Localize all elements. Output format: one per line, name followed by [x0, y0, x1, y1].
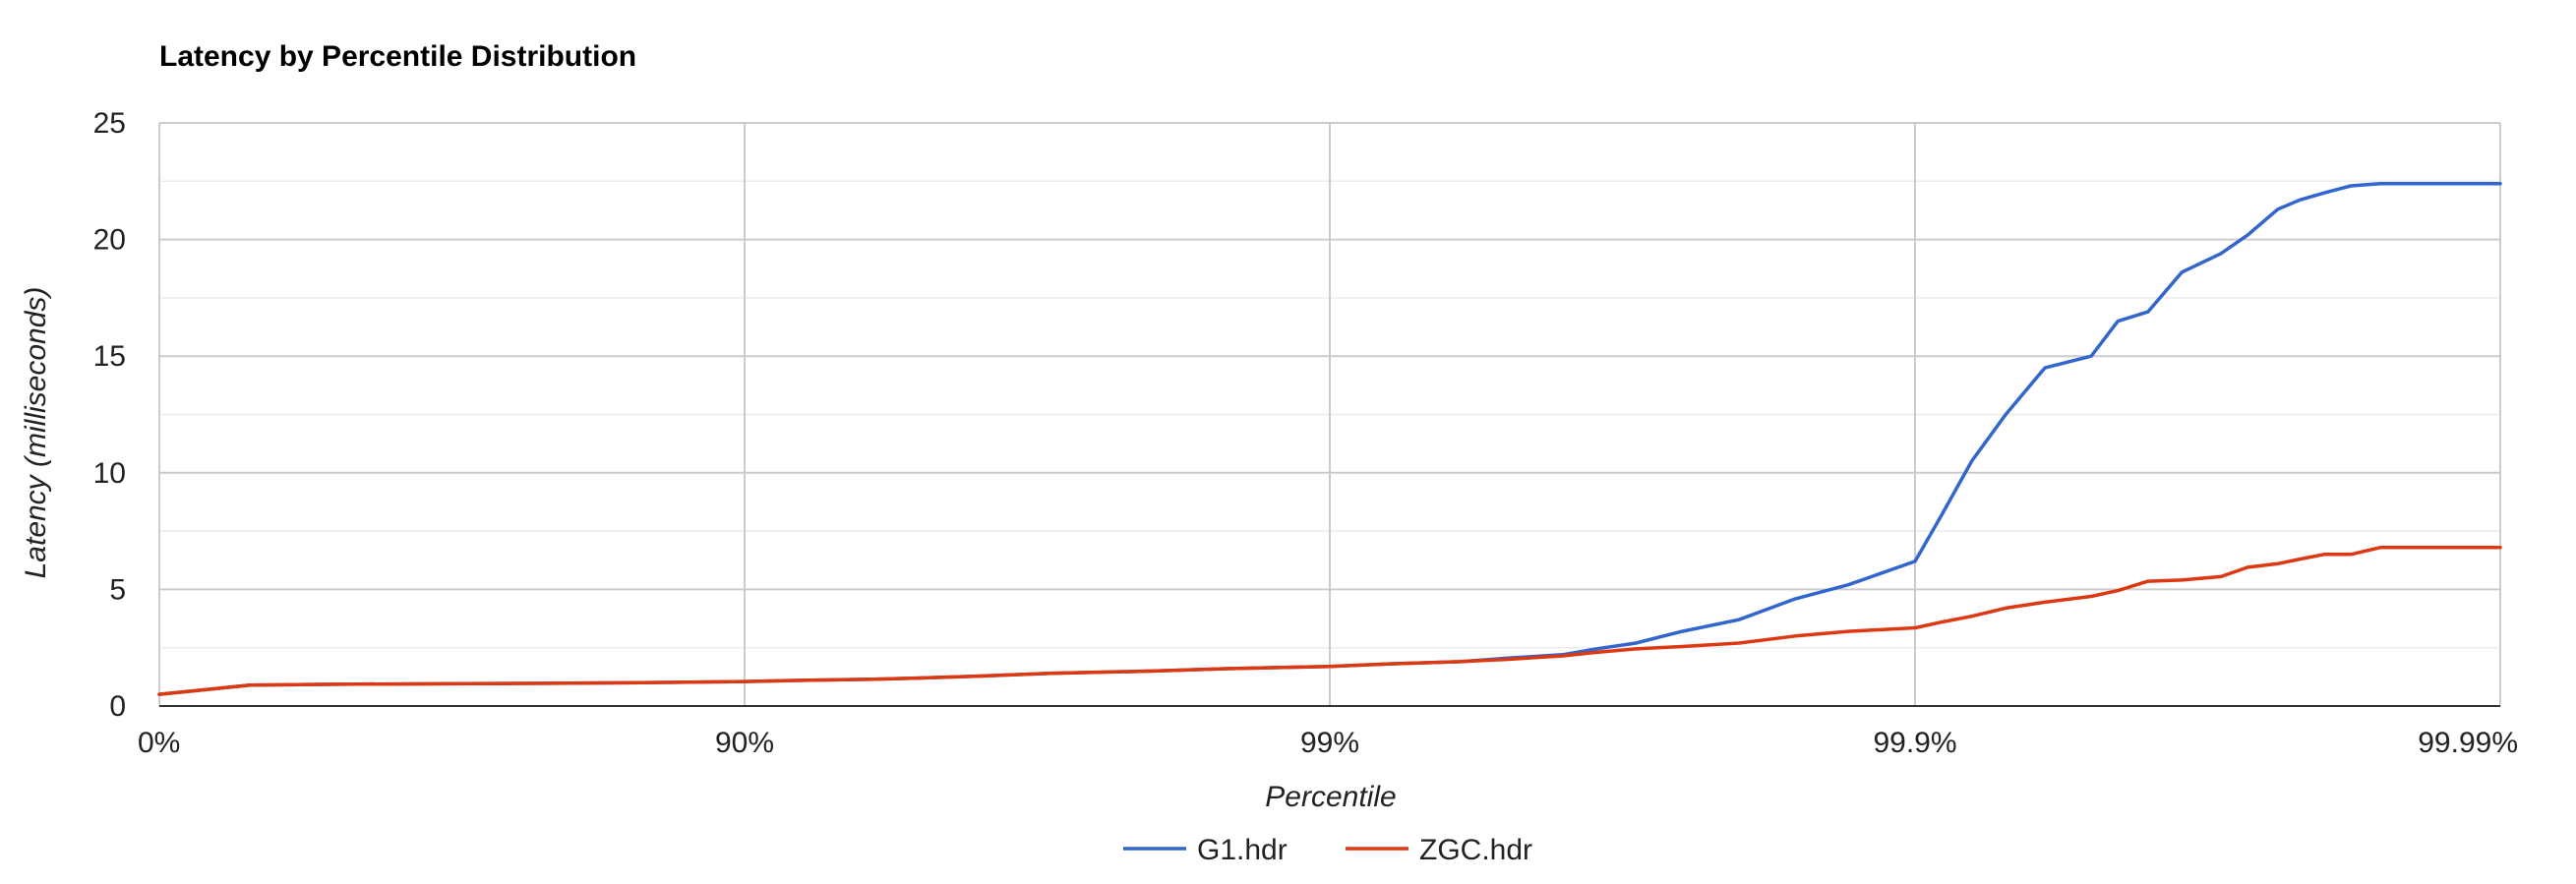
y-tick-label: 25	[93, 107, 126, 140]
x-tick-label: 99.9%	[1873, 727, 1956, 759]
y-tick-label: 10	[93, 457, 126, 490]
x-tick-label: 90%	[715, 727, 774, 759]
legend: G1.hdr ZGC.hdr	[1123, 834, 1532, 866]
y-axis-label: Latency (milliseconds)	[20, 287, 52, 579]
x-axis-label: Percentile	[1265, 781, 1396, 813]
tick-labels: 0% 90% 99% 99.9% 99.99% 0 5 10 15 20 25	[93, 107, 2518, 759]
gridlines	[158, 122, 2501, 707]
x-tick-label: 99%	[1300, 727, 1359, 759]
y-tick-label: 15	[93, 340, 126, 373]
legend-label-1: ZGC.hdr	[1419, 834, 1532, 866]
x-tick-label: 0%	[138, 727, 180, 759]
chart-title: Latency by Percentile Distribution	[159, 40, 636, 73]
y-tick-label: 20	[93, 224, 126, 257]
legend-label-0: G1.hdr	[1197, 834, 1288, 866]
series-line-1	[157, 545, 2502, 696]
y-tick-label: 0	[109, 690, 126, 723]
y-tick-label: 5	[109, 573, 126, 606]
x-tick-label: 99.99%	[2418, 727, 2518, 759]
series-lines	[157, 181, 2502, 696]
